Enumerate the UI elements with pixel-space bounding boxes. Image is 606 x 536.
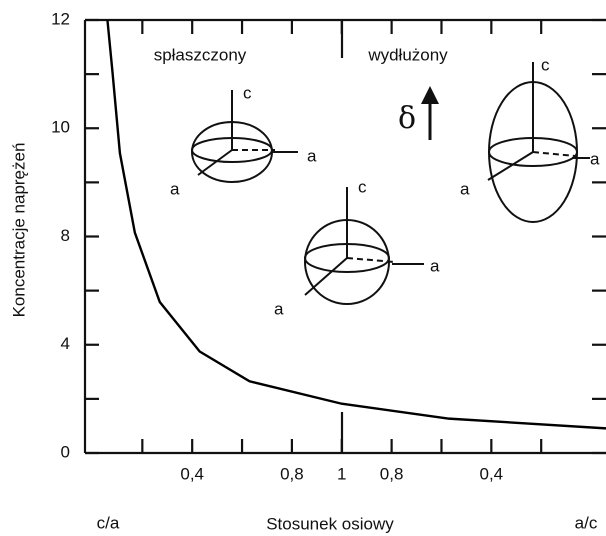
x-right-label: a/c bbox=[575, 513, 598, 532]
x-left-label: c/a bbox=[97, 513, 120, 532]
y-tick-label: 12 bbox=[51, 9, 70, 28]
curve bbox=[106, 19, 606, 430]
oblate-ellipsoid bbox=[191, 90, 298, 183]
x-tick-label: 0,4 bbox=[480, 464, 504, 483]
x-tick-label: 0,8 bbox=[280, 464, 304, 483]
y-axis-label: Koncentracje naprężeń bbox=[9, 143, 28, 318]
axis-label: a bbox=[590, 149, 600, 168]
axis-label: a bbox=[170, 179, 180, 198]
annotation: δ bbox=[398, 101, 416, 136]
axis-label: c bbox=[358, 177, 367, 196]
x-axis-label: Stosunek osiowy bbox=[266, 514, 394, 533]
y-tick-label: 0 bbox=[61, 442, 70, 461]
y-tick-label: 10 bbox=[51, 118, 70, 137]
prolate-ellipsoid bbox=[487, 62, 590, 223]
arrow-head bbox=[421, 86, 439, 104]
x-tick-label: 0,8 bbox=[380, 464, 404, 483]
axis-label: a bbox=[307, 146, 317, 165]
x-tick-label: 1 bbox=[337, 464, 346, 483]
axis-label: a bbox=[460, 179, 470, 198]
sphere bbox=[304, 187, 424, 305]
axis-label: a bbox=[430, 256, 440, 275]
x-tick-label: 0,4 bbox=[180, 464, 204, 483]
y-tick-label: 8 bbox=[61, 226, 70, 245]
annotation: wydłużony bbox=[367, 45, 448, 64]
axis-label: a bbox=[274, 299, 284, 318]
annotation: spłaszczony bbox=[154, 45, 247, 64]
axis-label: c bbox=[243, 83, 252, 102]
axis-label: c bbox=[541, 55, 550, 74]
y-tick-label: 4 bbox=[61, 334, 70, 353]
